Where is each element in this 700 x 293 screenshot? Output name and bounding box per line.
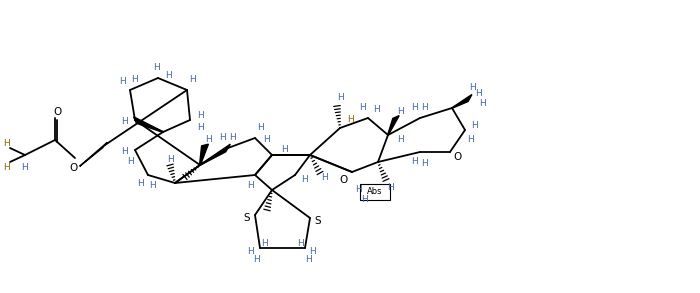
Text: H: H	[321, 173, 328, 183]
Text: H: H	[167, 154, 174, 163]
FancyBboxPatch shape	[360, 184, 390, 200]
Text: H: H	[264, 135, 270, 144]
Text: H: H	[362, 195, 368, 205]
Text: H: H	[412, 103, 419, 113]
Text: H: H	[281, 146, 288, 154]
Polygon shape	[199, 144, 230, 166]
Text: H: H	[302, 176, 309, 185]
Text: H: H	[118, 78, 125, 86]
Text: O: O	[340, 175, 348, 185]
Text: H: H	[127, 158, 134, 166]
Polygon shape	[388, 115, 399, 135]
Text: H: H	[479, 98, 485, 108]
Text: H: H	[153, 64, 160, 72]
Text: H: H	[197, 122, 204, 132]
Polygon shape	[80, 142, 107, 166]
Text: H: H	[257, 124, 263, 132]
Text: H: H	[122, 117, 128, 127]
Text: H: H	[204, 134, 211, 144]
Text: Abs: Abs	[368, 188, 383, 197]
Text: H: H	[220, 134, 226, 142]
Text: H: H	[122, 147, 128, 156]
Text: S: S	[244, 213, 251, 223]
Text: H: H	[4, 139, 10, 147]
Text: H: H	[136, 178, 144, 188]
Text: O: O	[53, 107, 61, 117]
Text: O: O	[69, 163, 77, 173]
Text: H: H	[197, 110, 204, 120]
Text: H: H	[246, 246, 253, 255]
Text: H: H	[421, 159, 428, 168]
Text: H: H	[468, 84, 475, 93]
Text: H: H	[132, 76, 139, 84]
Text: H: H	[475, 88, 482, 98]
Text: H: H	[297, 239, 303, 248]
Text: H: H	[246, 180, 253, 190]
Text: H: H	[397, 135, 403, 144]
Text: H: H	[150, 180, 156, 190]
Text: H: H	[421, 103, 428, 113]
Polygon shape	[134, 117, 163, 132]
Text: H: H	[253, 255, 260, 265]
Text: H: H	[4, 163, 10, 171]
Text: H: H	[304, 255, 312, 265]
Text: H: H	[309, 246, 316, 255]
Text: S: S	[315, 216, 321, 226]
Polygon shape	[452, 95, 472, 108]
Text: H: H	[412, 158, 419, 166]
Text: H: H	[164, 71, 172, 81]
Text: O: O	[454, 152, 462, 162]
Text: H: H	[262, 239, 268, 248]
Text: H: H	[230, 134, 237, 142]
Text: H: H	[472, 120, 478, 130]
Text: H: H	[188, 76, 195, 84]
Text: H: H	[22, 163, 29, 173]
Text: H: H	[360, 103, 366, 113]
Polygon shape	[199, 144, 209, 165]
Text: H: H	[467, 135, 473, 144]
Text: H: H	[346, 115, 354, 125]
Text: H: H	[397, 108, 403, 117]
Text: H: H	[337, 93, 344, 103]
Text: H: H	[386, 183, 393, 192]
Text: H: H	[356, 185, 363, 193]
Text: H: H	[372, 105, 379, 115]
